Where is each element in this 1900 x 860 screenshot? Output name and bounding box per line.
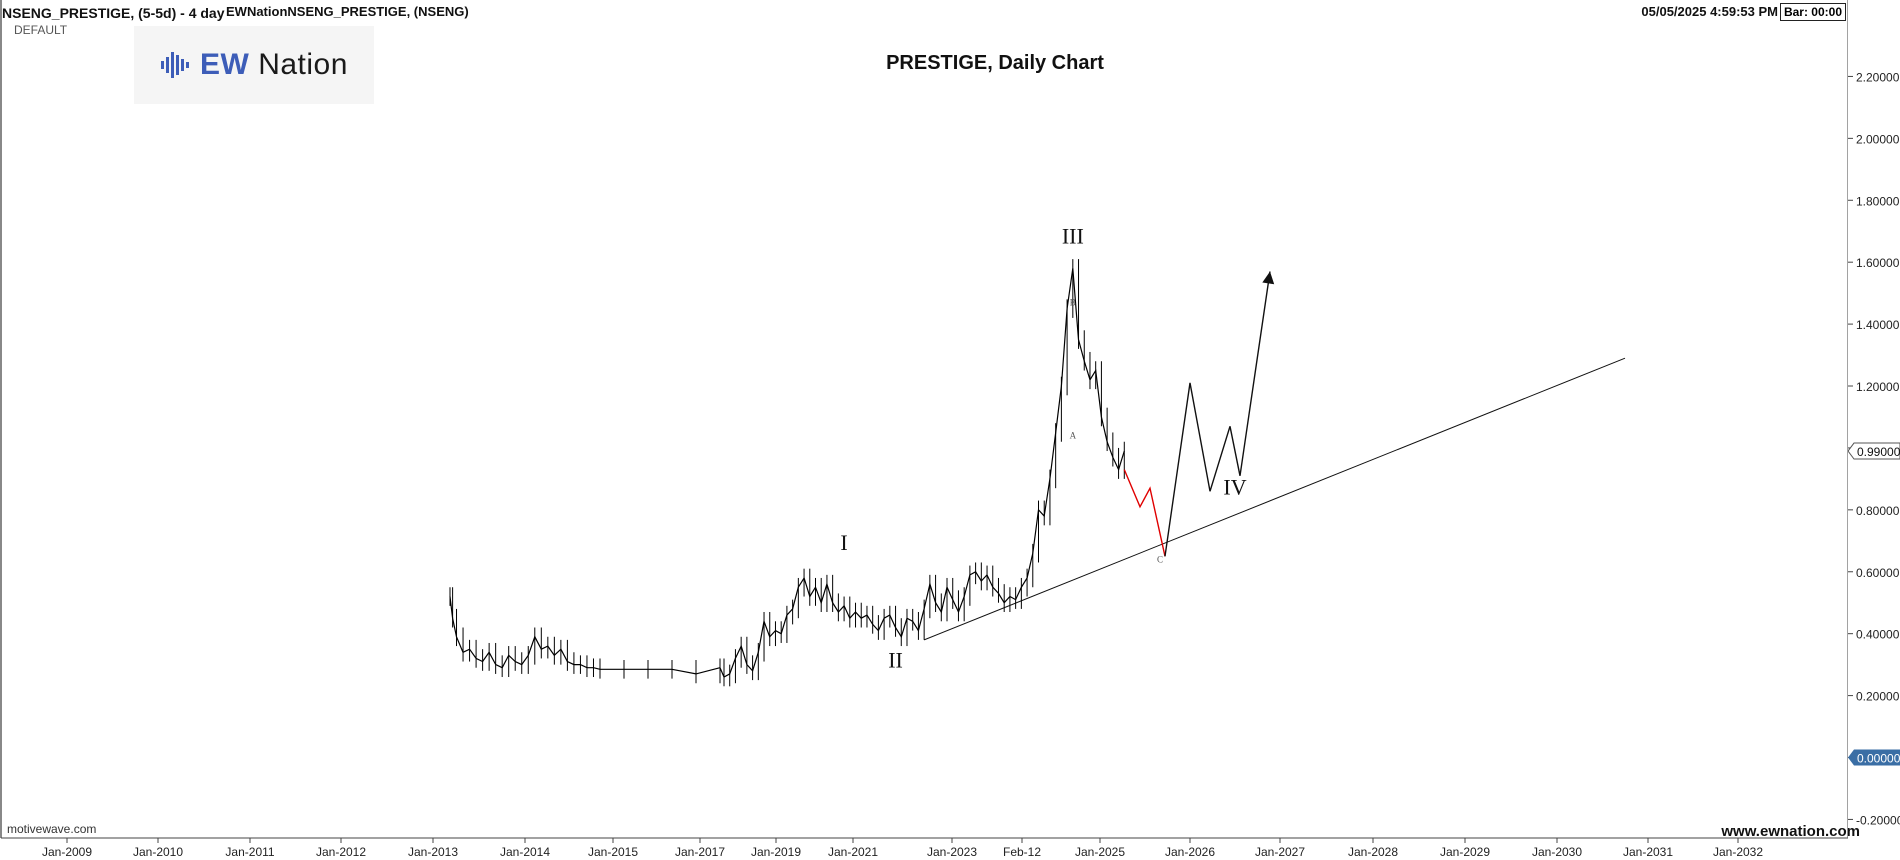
- zero-marker: [1848, 749, 1900, 766]
- wave-label: III: [1062, 224, 1084, 249]
- x-tick-label: Jan-2014: [500, 845, 550, 859]
- price-series-layer: [449, 259, 1125, 687]
- x-tick-label: Jan-2028: [1348, 845, 1398, 859]
- current-price-marker: [1847, 442, 1900, 460]
- x-tick-label: Jan-2025: [1075, 845, 1125, 859]
- current-price-label: 0.99000: [1857, 445, 1900, 459]
- ewnation-logo: EW Nation: [134, 26, 374, 104]
- y-axis: 2.20000 2.00000 1.80000 1.60000 1.40000 1.200…: [1848, 70, 1900, 827]
- x-tick-label: Jan-2029: [1440, 845, 1490, 859]
- x-tick-label: Jan-2027: [1255, 845, 1305, 859]
- trendline-layer: [923, 357, 1626, 641]
- y-tick-label: 1.60000: [1856, 256, 1900, 270]
- y-tick-label: 1.20000: [1856, 380, 1900, 394]
- y-tick-label: 0.60000: [1856, 566, 1900, 580]
- wave-label: II: [888, 648, 903, 673]
- wave-label: I: [840, 530, 847, 555]
- x-tick-label: Jan-2011: [225, 845, 274, 859]
- waveform-logo-icon: [161, 52, 190, 78]
- x-tick-label: Jan-2023: [927, 845, 977, 859]
- projection-arrowhead: [1262, 271, 1275, 285]
- x-tick-label: Jan-2013: [408, 845, 458, 859]
- x-tick-label: Jan-2026: [1165, 845, 1215, 859]
- y-tick-label: 2.00000: [1856, 132, 1900, 146]
- timestamp-label: 05/05/2025 4:59:53 PM: [1641, 4, 1778, 19]
- x-tick-label: Jan-2010: [133, 845, 183, 859]
- y-tick-label: 2.20000: [1856, 70, 1900, 84]
- logo-wordmark-ew: EW: [200, 48, 250, 81]
- symbol-label: NSENG_PRESTIGE, (5-5d) - 4 day: [2, 5, 225, 21]
- x-tick-label: Jan-2009: [42, 845, 92, 859]
- y-tick-label: 0.40000: [1856, 628, 1900, 642]
- y-tick-label: 1.40000: [1856, 318, 1900, 332]
- source-label: EWNationNSENG_PRESTIGE, (NSENG): [226, 4, 469, 19]
- x-tick-label: Jan-2019: [751, 845, 801, 859]
- template-label: DEFAULT: [14, 23, 68, 37]
- zero-marker-label: 0.00000: [1857, 752, 1900, 766]
- y-tick-label: -0.20000: [1856, 813, 1900, 827]
- y-tick-label: 0.20000: [1856, 690, 1900, 704]
- projection-black-path: [1164, 271, 1271, 557]
- x-tick-label: Jan-2021: [828, 845, 878, 859]
- y-tick-label: 0.80000: [1856, 504, 1900, 518]
- chart-title: PRESTIGE, Daily Chart: [886, 52, 1104, 74]
- sub-wave-label: A: [1070, 431, 1077, 441]
- projection-red-path: [1123, 469, 1166, 557]
- wave-label: IV: [1223, 474, 1246, 499]
- x-tick-label: Feb-12: [1003, 845, 1041, 859]
- y-tick-label: 1.80000: [1856, 194, 1900, 208]
- x-tick-label: Jan-2032: [1713, 845, 1763, 859]
- sub-wave-label: B: [1070, 298, 1076, 308]
- x-tick-label: Jan-2012: [316, 845, 366, 859]
- x-tick-label: Jan-2030: [1532, 845, 1582, 859]
- projection-layer: [1123, 271, 1275, 557]
- x-tick-label: Jan-2015: [588, 845, 638, 859]
- website-credit: www.ewnation.com: [1721, 823, 1860, 840]
- bar-timer-badge[interactable]: Bar: 00:00: [1779, 3, 1846, 21]
- sub-wave-label: C: [1157, 554, 1163, 564]
- x-tick-label: Jan-2017: [675, 845, 725, 859]
- logo-wordmark-rest: Nation: [249, 48, 348, 81]
- x-axis: Jan-2009 Jan-2010 Jan-2011 Jan-2012 Jan-2013…: [42, 838, 1763, 859]
- x-tick-label: Jan-2031: [1623, 845, 1673, 859]
- logo-wordmark: EW Nation: [200, 48, 348, 82]
- axis-markers-layer: 0.99000 0.00000: [1847, 442, 1900, 766]
- motivewave-credit: motivewave.com: [7, 822, 97, 836]
- trendline: [923, 357, 1626, 641]
